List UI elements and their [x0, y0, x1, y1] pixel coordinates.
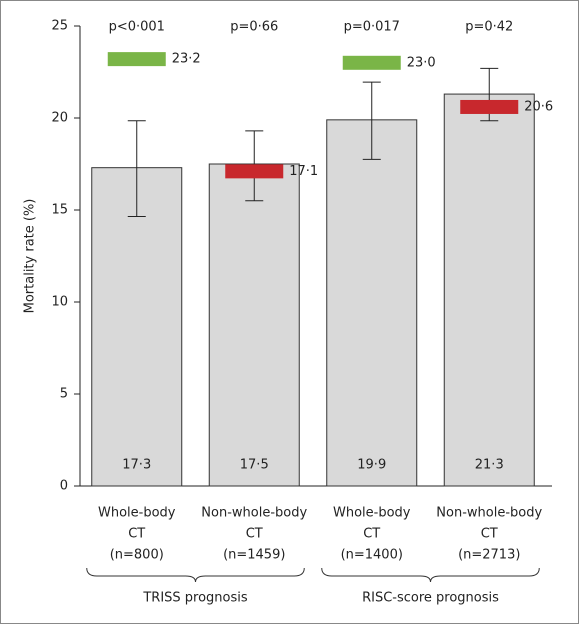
x-tick-label: CT — [363, 527, 380, 542]
expected-marker — [225, 164, 284, 179]
y-tick-label: 10 — [51, 295, 68, 310]
expected-label: 23·0 — [407, 55, 436, 70]
group-label: RISC-score prognosis — [362, 591, 499, 606]
value-label: 17·5 — [240, 458, 269, 473]
x-tick-label: CT — [481, 527, 498, 542]
expected-label: 20·6 — [524, 99, 553, 114]
value-label: 21·3 — [475, 458, 504, 473]
x-tick-label: CT — [246, 527, 263, 542]
expected-label: 23·2 — [172, 52, 201, 67]
expected-marker — [342, 55, 401, 70]
x-tick-label: (n=1400) — [341, 548, 403, 563]
error-bar — [127, 120, 146, 217]
y-tick-label: 0 — [60, 479, 68, 494]
x-tick-label: (n=1459) — [223, 548, 285, 563]
p-value: p=0·017 — [344, 20, 400, 35]
x-tick-label: CT — [128, 527, 145, 542]
y-tick-label: 20 — [51, 111, 68, 126]
expected-marker — [460, 99, 519, 114]
value-label: 17·3 — [122, 458, 151, 473]
group-label: TRISS prognosis — [142, 591, 248, 606]
bar — [326, 119, 418, 487]
error-bar — [362, 81, 381, 160]
group-brace — [86, 567, 305, 583]
x-tick-label: Non-whole-body — [436, 506, 542, 521]
y-tick-label: 5 — [60, 387, 68, 402]
x-tick-label: Whole-body — [98, 506, 176, 521]
p-value: p<0·001 — [109, 20, 165, 35]
group-brace — [321, 567, 540, 583]
y-tick-label: 15 — [51, 203, 68, 218]
expected-label: 17·1 — [289, 164, 318, 179]
x-tick-label: (n=800) — [110, 548, 164, 563]
bar — [443, 93, 535, 487]
x-tick-label: Whole-body — [333, 506, 411, 521]
x-tick-label: (n=2713) — [458, 548, 520, 563]
p-value: p=0·42 — [465, 20, 513, 35]
bar — [91, 167, 183, 487]
bar — [208, 163, 300, 487]
expected-marker — [107, 52, 166, 67]
value-label: 19·9 — [357, 458, 386, 473]
p-value: p=0·66 — [230, 20, 278, 35]
x-tick-label: Non-whole-body — [201, 506, 307, 521]
y-axis-label: Mortality rate (%) — [23, 199, 38, 314]
y-tick-label: 25 — [51, 19, 68, 34]
